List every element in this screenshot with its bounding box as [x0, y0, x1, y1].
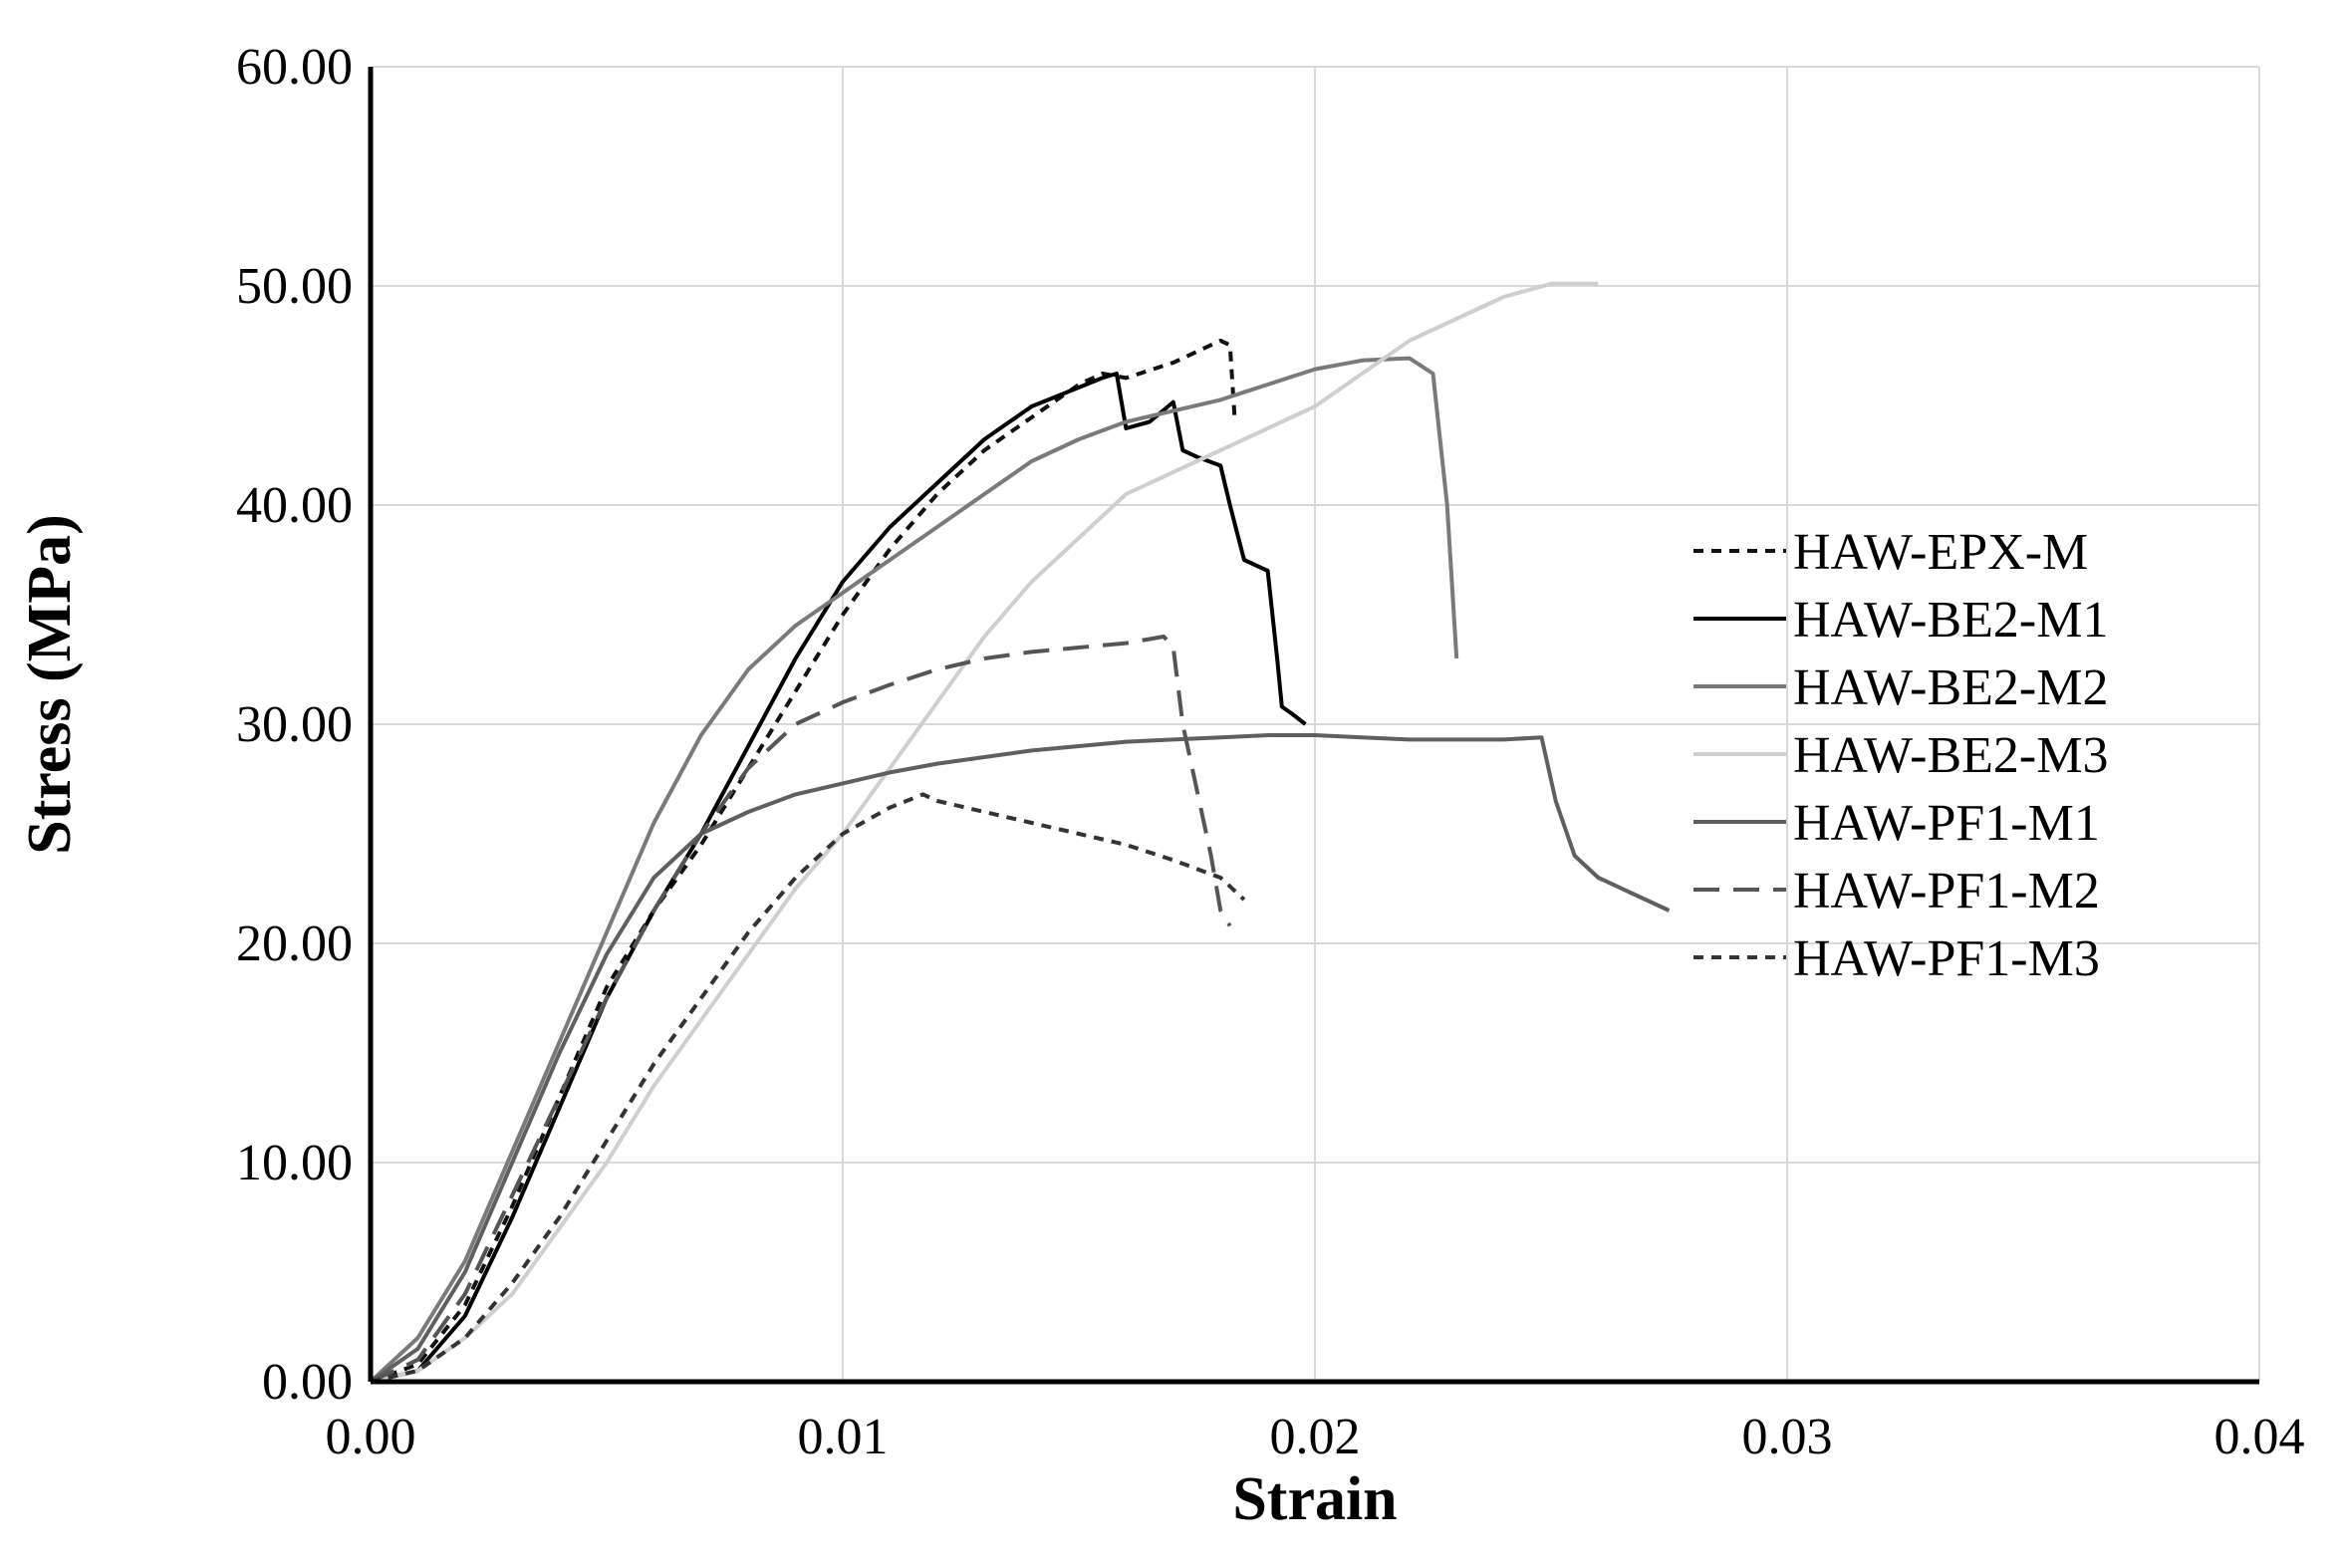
axes — [368, 67, 2259, 1385]
legend-label: HAW-BE2-M1 — [1793, 592, 2108, 649]
y-tick-label: 20.00 — [236, 915, 353, 972]
x-tick-label: 0.02 — [1270, 1409, 1361, 1465]
series-layer — [369, 281, 1671, 1384]
x-tick-label: 0.04 — [2214, 1409, 2305, 1465]
legend-label: HAW-BE2-M3 — [1793, 727, 2108, 784]
y-tick-label: 30.00 — [236, 696, 353, 753]
series-line-2 — [370, 372, 1307, 1384]
legend: HAW-EPX-M HAW-BE2-M1 HAW-BE2-M2 HAW-BE2-M3 H… — [1693, 524, 2108, 987]
x-tick-label: 0.00 — [326, 1409, 416, 1465]
series-line-3 — [369, 356, 1459, 1384]
series-line-1 — [370, 339, 1237, 1384]
y-tick-label: 0.00 — [262, 1354, 353, 1411]
legend-label: HAW-EPX-M — [1793, 524, 2088, 581]
legend-label: HAW-PF1-M3 — [1793, 930, 2100, 987]
grid — [370, 66, 2260, 1383]
legend-label: HAW-BE2-M2 — [1793, 659, 2108, 716]
x-axis-title: Strain — [1232, 1465, 1397, 1533]
series-line-5 — [369, 733, 1671, 1384]
legend-label: HAW-PF1-M1 — [1793, 795, 2100, 852]
x-tick-label: 0.01 — [798, 1409, 889, 1465]
series-line-4 — [370, 281, 1599, 1384]
y-tick-label: 40.00 — [236, 477, 353, 534]
legend-label: HAW-PF1-M2 — [1793, 863, 2100, 919]
y-axis-title: Stress (MPa) — [16, 514, 84, 854]
series-line-6 — [370, 635, 1232, 1384]
y-tick-label: 10.00 — [236, 1135, 353, 1191]
x-tick-label: 0.03 — [1742, 1409, 1833, 1465]
y-tick-label: 60.00 — [236, 39, 353, 96]
tick-labels: 0.00 10.00 20.00 30.00 40.00 50.00 60.00 0.00 0.… — [236, 39, 2305, 1465]
series-line-7 — [370, 792, 1246, 1384]
y-tick-label: 50.00 — [236, 258, 353, 315]
